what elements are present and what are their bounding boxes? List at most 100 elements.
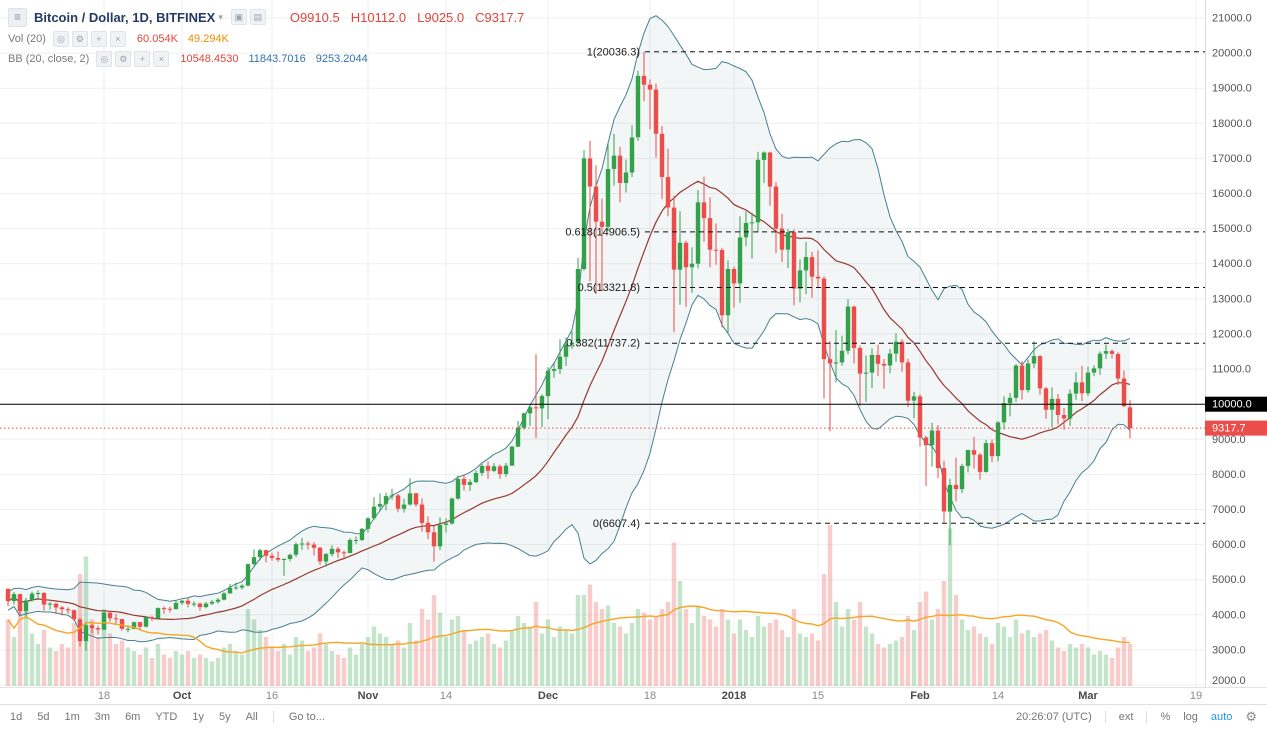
time-axis-label: 14 [439, 690, 453, 702]
extended-hours-toggle[interactable]: ext [1118, 711, 1134, 723]
bb-lower-value: 9253.2044 [315, 53, 368, 65]
open-value: O9910.5 [289, 9, 340, 25]
time-axis-label: Mar [1078, 690, 1098, 702]
svg-text:13000.0: 13000.0 [1212, 293, 1252, 305]
range-6m[interactable]: 6m [125, 711, 141, 723]
bollinger-bands [7, 15, 1131, 643]
clock: 20:26:07 (UTC) [1015, 711, 1092, 723]
svg-text:20000.0: 20000.0 [1212, 48, 1252, 60]
time-axis-label: 14 [991, 690, 1005, 702]
goto-button[interactable]: Go to... [288, 711, 325, 723]
symbol-row: ≡ Bitcoin / Dollar, 1D, BITFINEX ▾ ▣ ▤ O… [8, 5, 524, 29]
time-axis-label: 19 [1189, 690, 1203, 702]
time-axis-label: Dec [537, 690, 559, 702]
svg-text:0(6607.4): 0(6607.4) [593, 518, 640, 530]
range-buttons: 1d 5d 1m 3m 6m YTD 1y 5y All Go to... [10, 711, 340, 723]
range-5y[interactable]: 5y [218, 711, 231, 723]
svg-text:1(20036.3): 1(20036.3) [587, 46, 640, 58]
high-value: H10112.0 [350, 9, 407, 25]
bb-indicator-label[interactable]: BB (20, close, 2) [8, 53, 90, 65]
visibility-icon[interactable]: ◎ [52, 31, 69, 47]
log-scale-toggle[interactable]: log [1183, 711, 1198, 723]
bottom-toolbar: 1d 5d 1m 3m 6m YTD 1y 5y All Go to... 20… [0, 704, 1267, 729]
volume-bars [5, 525, 1133, 686]
svg-text:11000.0: 11000.0 [1212, 364, 1251, 376]
close-icon[interactable]: × [109, 31, 126, 47]
svg-text:12000.0: 12000.0 [1212, 328, 1252, 340]
range-all[interactable]: All [245, 711, 258, 723]
time-axis-label: 18 [643, 690, 657, 702]
settings-icon[interactable]: ⚙ [115, 51, 132, 67]
last-price-badge: 9317.7 [1205, 420, 1267, 436]
svg-text:16000.0: 16000.0 [1212, 188, 1252, 200]
svg-text:8000.0: 8000.0 [1212, 469, 1246, 481]
bb-values: 10548.4530 11843.7016 9253.2044 [180, 53, 377, 65]
svg-text:6000.0: 6000.0 [1212, 539, 1246, 551]
range-5d[interactable]: 5d [37, 711, 50, 723]
divider [1146, 711, 1148, 723]
svg-text:5000.0: 5000.0 [1212, 574, 1246, 586]
auto-scale-toggle[interactable]: auto [1210, 711, 1233, 723]
settings-gear-icon[interactable]: ⚙ [1245, 709, 1257, 724]
svg-text:4000.0: 4000.0 [1212, 609, 1246, 621]
range-1d[interactable]: 1d [10, 711, 23, 723]
time-axis[interactable]: 18 Oct 16 Nov 14 Dec 18 2018 15 Feb 14 Mar 19 [0, 687, 1267, 704]
range-1y[interactable]: 1y [192, 711, 204, 723]
bb-upper-value: 11843.7016 [248, 53, 306, 65]
bb-basis-value: 10548.4530 [180, 53, 239, 65]
visibility-icon[interactable]: ◎ [96, 51, 113, 67]
svg-text:15000.0: 15000.0 [1212, 223, 1252, 235]
time-axis-label: Nov [357, 690, 379, 702]
divider [272, 711, 274, 723]
time-axis-label: Feb [910, 690, 930, 702]
svg-text:17000.0: 17000.0 [1212, 153, 1252, 165]
time-axis-label: 18 [97, 690, 111, 702]
divider [1104, 711, 1106, 723]
volume-indicator-row: Vol (20) ◎ ⚙ + × 60.054K 49.294K [8, 29, 524, 49]
ohlc-values: O9910.5 H10112.0 L9025.0 C9317.7 [279, 10, 524, 25]
volume-values: 60.054K 49.294K [137, 33, 239, 45]
add-icon[interactable]: + [134, 51, 151, 67]
close-icon[interactable]: × [153, 51, 170, 67]
range-1m[interactable]: 1m [64, 711, 80, 723]
add-icon[interactable]: + [90, 31, 107, 47]
svg-text:0.618(14906.5): 0.618(14906.5) [565, 226, 640, 238]
compare-icon[interactable]: ▤ [249, 9, 266, 25]
scale-controls: 20:26:07 (UTC) ext % log auto ⚙ [1003, 709, 1257, 725]
svg-text:18000.0: 18000.0 [1212, 118, 1252, 130]
range-3m[interactable]: 3m [94, 711, 111, 723]
svg-text:9000.0: 9000.0 [1212, 434, 1246, 446]
chart-style-icon[interactable]: ▣ [230, 9, 247, 25]
chevron-down-icon[interactable]: ▾ [218, 11, 223, 22]
low-value: L9025.0 [417, 9, 465, 25]
time-axis-label: 15 [811, 690, 825, 702]
svg-text:2000.0: 2000.0 [1212, 675, 1246, 687]
price-axis[interactable]: 2000.0 3000.0 4000.0 5000.0 6000.0 7000.0 8000… [1205, 13, 1267, 688]
svg-text:10000.0: 10000.0 [1212, 399, 1252, 411]
percent-scale-toggle[interactable]: % [1160, 711, 1171, 723]
bb-indicator-row: BB (20, close, 2) ◎ ⚙ + × 10548.4530 118… [8, 49, 524, 69]
symbol-title[interactable]: Bitcoin / Dollar, 1D, BITFINEX [34, 9, 216, 25]
chart-menu-icon[interactable]: ≡ [8, 7, 27, 27]
svg-text:0.382(11737.2): 0.382(11737.2) [566, 338, 640, 350]
volume-ma-line [7, 605, 1131, 654]
svg-text:14000.0: 14000.0 [1212, 258, 1252, 270]
close-value: C9317.7 [475, 9, 525, 25]
volume-indicator-label[interactable]: Vol (20) [8, 33, 46, 45]
svg-text:19000.0: 19000.0 [1212, 83, 1252, 95]
fib-retracement[interactable]: 1(20036.3) 0.618(14906.5) 0.5(13321.8) 0.38… [565, 46, 1205, 530]
svg-text:3000.0: 3000.0 [1212, 644, 1246, 656]
svg-text:9317.7: 9317.7 [1212, 423, 1246, 435]
time-axis-label: 2018 [721, 690, 747, 702]
volume-ma-value: 49.294K [187, 33, 229, 45]
settings-icon[interactable]: ⚙ [71, 31, 88, 47]
price-chart-svg[interactable]: 1(20036.3) 0.618(14906.5) 0.5(13321.8) 0.38… [0, 0, 1267, 687]
svg-text:0.5(13321.8): 0.5(13321.8) [578, 282, 640, 294]
range-ytd[interactable]: YTD [155, 711, 178, 723]
volume-value: 60.054K [136, 33, 178, 45]
time-axis-label: Oct [172, 690, 192, 702]
candles [5, 51, 1133, 651]
svg-text:7000.0: 7000.0 [1212, 504, 1246, 516]
chart-area[interactable]: 1(20036.3) 0.618(14906.5) 0.5(13321.8) 0.38… [0, 0, 1267, 687]
time-axis-label: 16 [265, 690, 279, 702]
